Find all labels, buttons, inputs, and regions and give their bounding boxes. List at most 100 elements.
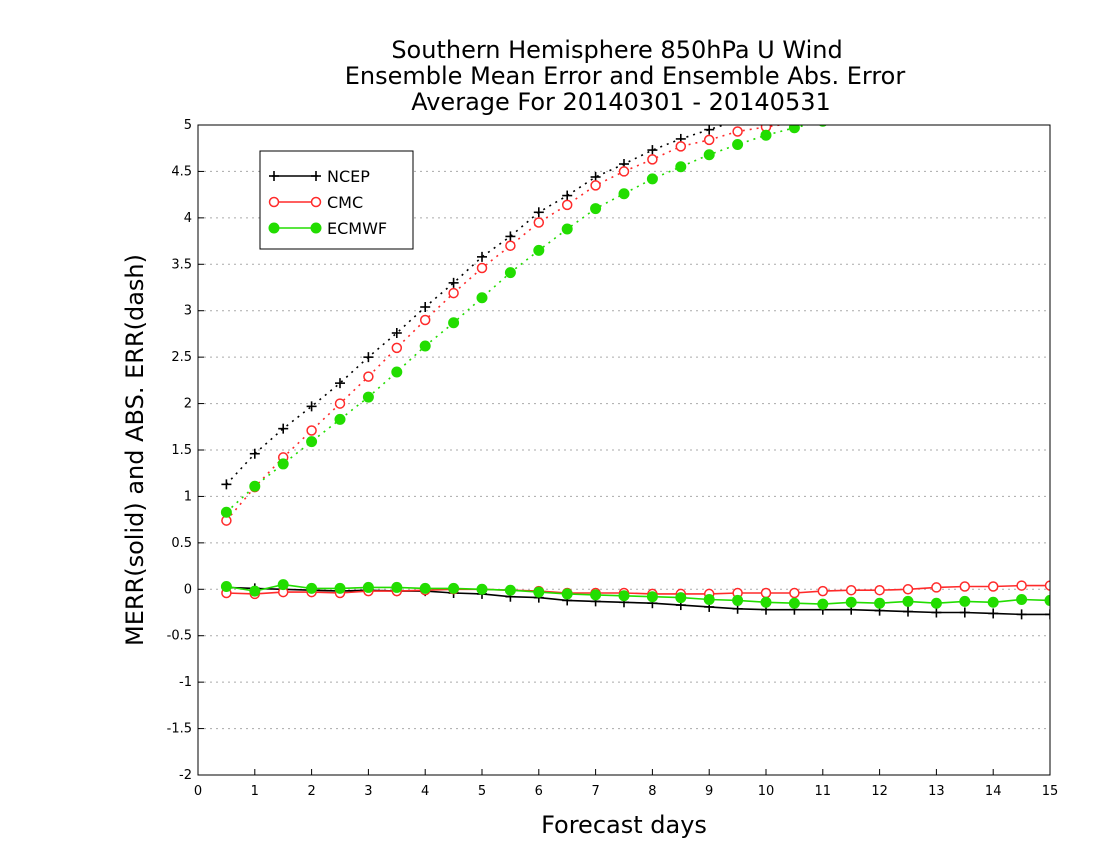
ecmwf-merr-point: [817, 598, 829, 610]
cmc-abs-err-line: [225, 125, 787, 522]
cmc-merr-point: [959, 581, 971, 592]
cmc-abs-err-point: [904, 106, 913, 115]
legend-label-cmc: CMC: [327, 193, 363, 212]
ecmwf-abs-err-point: [1045, 86, 1055, 96]
cmc-abs-err-point: [306, 425, 317, 436]
ecmwf-merr-point: [277, 579, 289, 591]
ncep-abs-err-point: [221, 479, 232, 490]
x-tick-label: 6: [535, 784, 543, 799]
ecmwf-abs-err-point: [306, 436, 318, 448]
ecmwf-abs-err-point: [561, 223, 573, 235]
x-axis-label: Forecast days: [541, 811, 707, 839]
cmc-abs-err-point: [419, 314, 431, 326]
legend-marker-ecmwf: [310, 222, 322, 234]
ecmwf-merr-point: [788, 597, 800, 609]
x-tick-label: 9: [705, 784, 713, 799]
cmc-abs-err-point: [960, 100, 969, 109]
ecmwf-abs-err-point: [675, 161, 687, 173]
ecmwf-merr-point: [902, 595, 914, 607]
ecmwf-merr-point: [959, 595, 971, 607]
ecmwf-merr-point: [874, 597, 886, 609]
ecmwf-merr-point: [930, 597, 942, 609]
ncep-abs-err-line: [225, 125, 726, 485]
x-tick-label: 0: [194, 784, 202, 799]
x-tick-label: 14: [985, 784, 1002, 799]
cmc-merr-point: [845, 584, 857, 596]
ncep-abs-err-point: [846, 90, 856, 100]
legend: NCEP CMC ECMWF: [259, 150, 414, 250]
y-tick-label: 5: [184, 118, 192, 133]
ncep-abs-err-point: [420, 302, 431, 312]
ecmwf-merr-point: [249, 585, 261, 597]
x-tick-label: 7: [591, 784, 599, 799]
ecmwf-merr-point: [504, 584, 516, 596]
ecmwf-merr-point: [590, 589, 602, 601]
cmc-merr-point: [987, 581, 999, 592]
legend-marker-cmc: [268, 196, 280, 208]
ncep-abs-err-point: [278, 423, 289, 434]
legend-marker-ncep: [269, 171, 279, 181]
ncep-merr-point: [988, 608, 999, 619]
cmc-abs-err-point: [448, 287, 459, 299]
cmc-merr-point: [1016, 580, 1027, 591]
cmc-abs-err-point: [391, 342, 403, 354]
cmc-merr-point: [817, 585, 829, 597]
ecmwf-merr-point: [334, 582, 346, 594]
ecmwf-abs-err-point: [533, 244, 545, 256]
ncep-abs-err-point: [988, 71, 998, 81]
cmc-abs-err-point: [590, 180, 601, 191]
ncep-abs-err-point: [704, 125, 715, 135]
y-tick-label: 2: [184, 397, 192, 412]
ecmwf-abs-err-point: [960, 94, 970, 104]
ecmwf-abs-err-point: [846, 111, 856, 121]
axis-ticks: -2-1.5-1-0.500.511.522.533.544.550 1 2 3 4 5 6…: [167, 118, 1059, 799]
ecmwf-merr-point: [448, 582, 460, 594]
ecmwf-abs-err-point: [476, 292, 488, 304]
ecmwf-merr-point: [476, 583, 488, 595]
ncep-merr-point: [959, 607, 970, 618]
x-tick-label: 13: [928, 784, 945, 799]
ncep-abs-err-point: [249, 448, 260, 459]
y-tick-label: -0.5: [167, 629, 192, 644]
ecmwf-merr-point: [760, 596, 772, 608]
ncep-merr-line: [226, 586, 1050, 616]
ecmwf-abs-err-point: [875, 106, 885, 116]
y-tick-label: 3.5: [171, 257, 192, 272]
ecmwf-abs-err-point: [504, 267, 516, 279]
cmc-abs-err-point: [847, 111, 856, 120]
ecmwf-abs-err-point: [903, 101, 913, 111]
y-tick-label: 0: [184, 582, 192, 597]
chart-title: Southern Hemisphere 850hPa U Wind: [391, 36, 842, 64]
ecmwf-abs-err-point: [646, 173, 658, 185]
cmc-merr-point: [789, 587, 800, 599]
cmc-abs-err-point: [818, 115, 827, 124]
ecmwf-merr-point: [618, 590, 630, 602]
cmc-abs-err-point: [1017, 95, 1026, 104]
ecmwf-abs-err-line: [225, 125, 811, 513]
cmc-abs-err-point: [647, 154, 658, 165]
ecmwf-merr-point: [220, 581, 232, 592]
legend-items: NCEP CMC ECMWF: [268, 167, 387, 238]
x-tick-label: 4: [421, 784, 429, 799]
cmc-abs-err-point: [561, 199, 573, 211]
x-tick-label: 15: [1042, 784, 1059, 799]
ecmwf-abs-err-point: [760, 129, 772, 141]
ecmwf-abs-err-point: [391, 366, 403, 378]
y-tick-label: 3: [184, 304, 192, 319]
ncep-merr-point: [1016, 609, 1027, 620]
ncep-abs-err-point: [306, 401, 317, 412]
ecmwf-merr-point: [306, 582, 318, 594]
ecmwf-abs-err-point: [931, 98, 941, 108]
x-tick-label: 3: [364, 784, 372, 799]
cmc-abs-err-point: [505, 240, 516, 251]
ncep-abs-err-point: [477, 251, 487, 262]
y-tick-label: 4: [184, 211, 192, 226]
cmc-merr-point: [1044, 580, 1050, 591]
ncep-abs-err-point: [931, 77, 941, 87]
ecmwf-merr-point: [845, 596, 857, 608]
ecmwf-merr-point: [732, 594, 744, 606]
ecmwf-merr-point: [561, 588, 573, 600]
ncep-merr-point: [903, 606, 913, 617]
plot-frame: [197, 124, 1051, 776]
